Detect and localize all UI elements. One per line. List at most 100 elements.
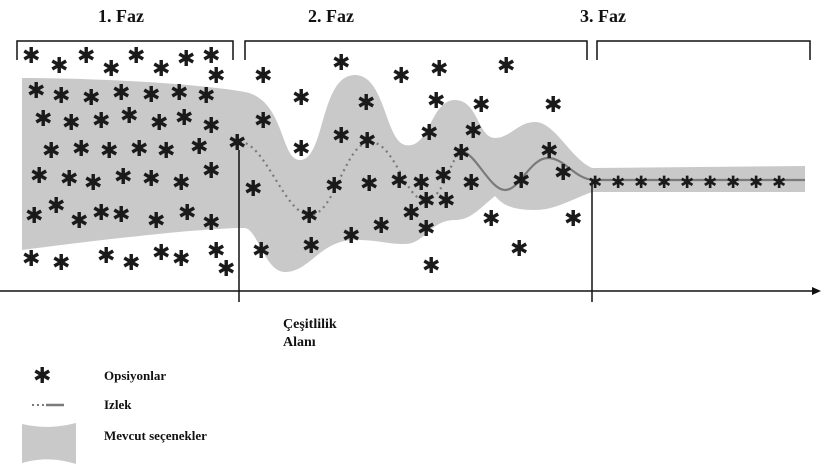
asterisk-icon: ✱ xyxy=(292,86,310,111)
asterisk-icon: ✱ xyxy=(417,217,435,242)
asterisk-icon: ✱ xyxy=(402,201,420,226)
asterisk-icon: ✱ xyxy=(464,119,482,144)
asterisk-icon: ✱ xyxy=(611,173,625,193)
asterisk-icon: ✱ xyxy=(147,209,165,234)
asterisk-icon: ✱ xyxy=(170,81,188,106)
diversity-area-label-line2: Alanı xyxy=(283,335,316,350)
asterisk-icon: ✱ xyxy=(112,81,130,106)
option-markers: ✱ ✱ ✱✱✱✱ ✱ ✱✱✱ ✱ ✱ ✱ ✱ ✱ ✱✱ ✱ ✱ ✱ ✱ ✱ ✱✱ ✱ ✱ ✱ ✱ ✱✱ ✱ ✱ ✱ ✱ ✱ ✱✱ ✱✱ ✱… xyxy=(22,44,786,282)
asterisk-icon: ✱ xyxy=(462,171,480,196)
asterisk-icon: ✱ xyxy=(52,84,70,109)
path-dotted-segment xyxy=(239,140,463,217)
diversity-area-label-line1: Çeşitlilik xyxy=(283,317,337,332)
asterisk-icon: ✱ xyxy=(452,141,470,166)
asterisk-icon: ✱ xyxy=(726,173,740,193)
asterisk-icon: ✱ xyxy=(142,167,160,192)
asterisk-icon: ✱ xyxy=(172,171,190,196)
asterisk-icon: ✱ xyxy=(540,139,558,164)
asterisk-icon: ✱ xyxy=(34,107,52,132)
asterisk-icon: ✱ xyxy=(82,86,100,111)
asterisk-icon: ✱ xyxy=(47,194,65,219)
asterisk-icon: ✱ xyxy=(27,79,45,104)
asterisk-icon: ✱ xyxy=(412,171,430,196)
asterisk-icon: ✱ xyxy=(178,201,196,226)
asterisk-icon: ✱ xyxy=(292,137,310,162)
asterisk-icon: ✱ xyxy=(142,83,160,108)
asterisk-icon: ✱ xyxy=(22,44,40,69)
asterisk-icon: ✱ xyxy=(512,169,530,194)
asterisk-icon: ✱ xyxy=(202,159,220,184)
asterisk-icon: ✱ xyxy=(177,47,195,72)
asterisk-icon: ✱ xyxy=(544,93,562,118)
asterisk-icon: ✱ xyxy=(437,189,455,214)
asterisk-icon: ✱ xyxy=(254,64,272,89)
phase-2-label: 2. Faz xyxy=(308,6,354,26)
asterisk-icon: ✱ xyxy=(434,164,452,189)
asterisk-icon: ✱ xyxy=(70,209,88,234)
asterisk-icon: ✱ xyxy=(634,173,648,193)
asterisk-icon: ✱ xyxy=(228,131,246,156)
asterisk-icon: ✱ xyxy=(342,224,360,249)
asterisk-icon: ✱ xyxy=(175,106,193,131)
asterisk-icon: ✱ xyxy=(92,109,110,134)
asterisk-icon: ✱ xyxy=(30,164,48,189)
asterisk-icon: ✱ xyxy=(357,91,375,116)
asterisk-icon: ✱ xyxy=(22,247,40,272)
asterisk-icon: ✱ xyxy=(430,57,448,82)
asterisk-icon: ✱ xyxy=(102,57,120,82)
asterisk-icon: ✱ xyxy=(190,135,208,160)
asterisk-icon: ✱ xyxy=(84,171,102,196)
asterisk-icon: ✱ xyxy=(657,173,671,193)
asterisk-icon: ✱ xyxy=(302,234,320,259)
asterisk-icon: ✱ xyxy=(472,93,490,118)
legend-path-label: Izlek xyxy=(104,397,132,412)
asterisk-icon: ✱ xyxy=(680,173,694,193)
asterisk-icon: ✱ xyxy=(50,54,68,79)
asterisk-icon: ✱ xyxy=(392,64,410,89)
asterisk-icon: ✱ xyxy=(157,139,175,164)
asterisk-icon: ✱ xyxy=(152,241,170,266)
asterisk-icon: ✱ xyxy=(120,104,138,129)
asterisk-icon: ✱ xyxy=(92,201,110,226)
asterisk-icon: ✱ xyxy=(390,169,408,194)
asterisk-icon: ✱ xyxy=(72,137,90,162)
legend-options-label: Opsiyonlar xyxy=(104,368,166,383)
asterisk-icon: ✱ xyxy=(482,207,500,232)
asterisk-icon: ✱ xyxy=(749,173,763,193)
asterisk-icon: ✱ xyxy=(217,257,235,282)
asterisk-icon: ✱ xyxy=(172,247,190,272)
asterisk-icon: ✱ xyxy=(150,111,168,136)
asterisk-icon: ✱ xyxy=(332,51,350,76)
asterisk-icon: ✱ xyxy=(207,239,225,264)
asterisk-icon: ✱ xyxy=(202,211,220,236)
asterisk-icon: ✱ xyxy=(244,177,262,202)
asterisk-icon: ✱ xyxy=(325,174,343,199)
axis-arrowhead xyxy=(812,287,821,295)
asterisk-icon: ✱ xyxy=(202,44,220,69)
asterisk-icon: ✱ xyxy=(112,203,130,228)
asterisk-icon: ✱ xyxy=(100,139,118,164)
asterisk-icon: ✱ xyxy=(130,137,148,162)
asterisk-icon: ✱ xyxy=(497,54,515,79)
asterisk-icon: ✱ xyxy=(564,207,582,232)
asterisk-icon: ✱ xyxy=(77,44,95,69)
asterisk-icon: ✱ xyxy=(417,189,435,214)
asterisk-icon: ✱ xyxy=(358,129,376,154)
asterisk-icon: ✱ xyxy=(510,237,528,262)
legend: ✱ Opsiyonlar Izlek Mevcut seçenekler xyxy=(22,364,207,464)
phase-1-label: 1. Faz xyxy=(98,6,144,26)
asterisk-icon: ✱ xyxy=(420,121,438,146)
asterisk-icon: ✱ xyxy=(588,173,602,193)
asterisk-icon: ✱ xyxy=(252,239,270,264)
asterisk-icon: ✱ xyxy=(332,124,350,149)
asterisk-icon: ✱ xyxy=(360,172,378,197)
asterisk-icon: ✱ xyxy=(42,139,60,164)
phase-1-bracket xyxy=(16,40,234,60)
asterisk-icon: ✱ xyxy=(33,364,51,389)
asterisk-icon: ✱ xyxy=(114,165,132,190)
asterisk-icon: ✱ xyxy=(207,64,225,89)
phase-3-bracket xyxy=(596,40,811,60)
asterisk-icon: ✱ xyxy=(372,214,390,239)
asterisk-icon: ✱ xyxy=(202,114,220,139)
